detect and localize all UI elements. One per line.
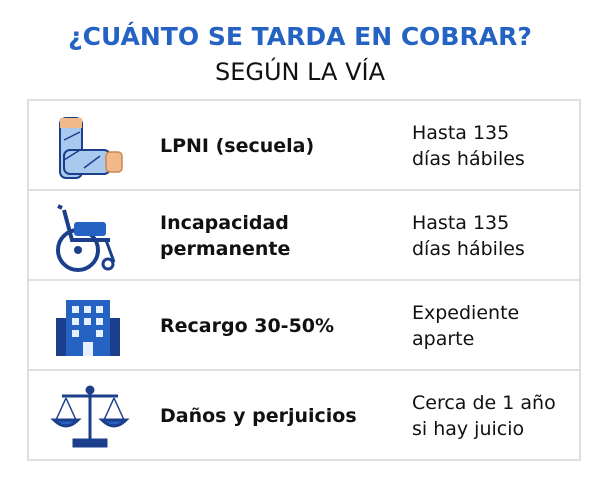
- row-time: aparte: [412, 328, 474, 350]
- row-time: Hasta 135: [412, 122, 509, 144]
- row-time: días hábiles: [412, 148, 525, 170]
- table-frame: [27, 99, 581, 461]
- wheelchair-icon: [56, 204, 116, 272]
- row-time: días hábiles: [412, 238, 525, 260]
- row-label: LPNI (secuela): [160, 135, 314, 157]
- rows: LPNI (secuela) Hasta 135 días hábiles Incap…: [160, 122, 556, 440]
- row-label: permanente: [160, 238, 290, 260]
- building-icon: [56, 300, 120, 356]
- row-time: si hay juicio: [412, 418, 524, 440]
- cast-icon: [59, 117, 123, 179]
- row-time: Expediente: [412, 302, 519, 324]
- scale-icon: [50, 385, 130, 448]
- row-label: Recargo 30-50%: [160, 315, 334, 337]
- row-time: Cerca de 1 año: [412, 392, 556, 414]
- title: ¿CUÁNTO SE TARDA EN COBRAR?: [68, 22, 532, 51]
- row-time: Hasta 135: [412, 212, 509, 234]
- subtitle: SEGÚN LA VÍA: [215, 56, 386, 86]
- row-label: Daños y perjuicios: [160, 405, 357, 427]
- row-label: Incapacidad: [160, 212, 289, 234]
